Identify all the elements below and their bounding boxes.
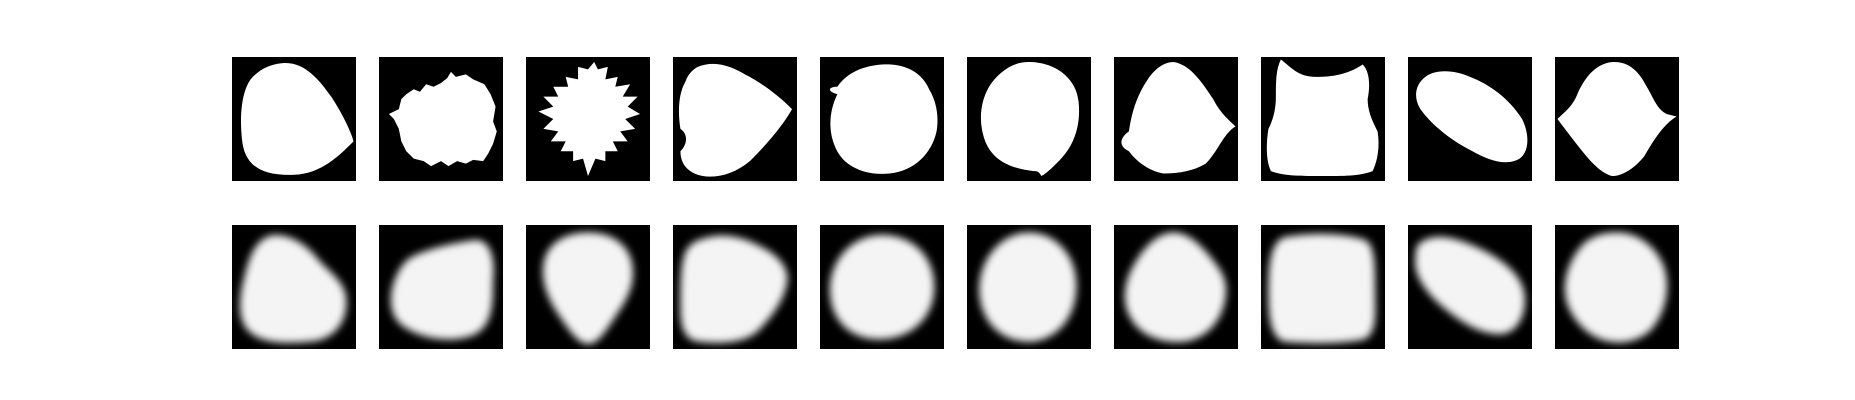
- original-shape-10: [1557, 61, 1677, 177]
- original-shape-9: [1416, 71, 1528, 163]
- reconstruction-shape-path-4: [680, 235, 788, 343]
- original-image-4: [673, 57, 797, 181]
- reconstruction-image-4: [673, 225, 797, 349]
- reconstruction-shape-path-8: [1268, 233, 1376, 344]
- reconstruction-shape-8: [1268, 233, 1376, 344]
- reconstruction-shape-path-9: [1415, 236, 1525, 335]
- original-shape-path-1: [241, 62, 354, 175]
- reconstruction-shape-path-5: [829, 234, 935, 340]
- reconstruction-shape-path-1: [240, 234, 347, 343]
- original-shape-path-10: [1557, 61, 1677, 177]
- original-image-8: [1261, 57, 1385, 181]
- original-image-10: [1555, 57, 1679, 181]
- reconstruction-shape-2: [390, 239, 494, 340]
- original-shape-path-8: [1266, 59, 1379, 177]
- original-shape-5: [829, 64, 938, 174]
- original-shape-7: [1121, 61, 1236, 174]
- reconstruction-shape-5: [829, 234, 935, 340]
- reconstruction-shape-7: [1124, 232, 1227, 343]
- reconstruction-image-10: [1555, 225, 1679, 349]
- reconstruction-shape-3: [542, 232, 634, 345]
- reconstruction-image-7: [1114, 225, 1238, 349]
- reconstruction-shape-path-3: [542, 232, 634, 345]
- reconstruction-shape-path-6: [979, 232, 1077, 342]
- original-shape-path-2: [388, 71, 497, 167]
- original-image-9: [1408, 57, 1532, 181]
- original-shape-path-6: [980, 61, 1080, 177]
- original-shape-3: [538, 61, 641, 177]
- original-shape-4: [678, 63, 793, 177]
- reconstruction-shape-path-7: [1124, 232, 1227, 343]
- reconstruction-image-5: [820, 225, 944, 349]
- reconstruction-image-8: [1261, 225, 1385, 349]
- reconstruction-shape-6: [979, 232, 1077, 342]
- reconstruction-image-9: [1408, 225, 1532, 349]
- original-shape-1: [241, 62, 354, 175]
- original-image-7: [1114, 57, 1238, 181]
- original-shape-path-3: [538, 61, 641, 177]
- original-shape-path-4: [678, 63, 793, 177]
- original-shape-6: [980, 61, 1080, 177]
- original-image-6: [967, 57, 1091, 181]
- reconstruction-image-1: [232, 225, 356, 349]
- original-image-2: [379, 57, 503, 181]
- reconstruction-image-3: [526, 225, 650, 349]
- reconstruction-shape-path-10: [1564, 232, 1668, 343]
- reconstruction-image-2: [379, 225, 503, 349]
- reconstruction-shape-1: [240, 234, 347, 343]
- original-shape-2: [388, 71, 497, 167]
- reconstruction-image-6: [967, 225, 1091, 349]
- original-image-3: [526, 57, 650, 181]
- original-shape-path-7: [1121, 61, 1236, 174]
- original-shape-path-9: [1416, 71, 1528, 163]
- reconstruction-shape-path-2: [390, 239, 494, 340]
- original-image-5: [820, 57, 944, 181]
- reconstruction-shape-4: [680, 235, 788, 343]
- reconstruction-shape-10: [1564, 232, 1668, 343]
- original-image-1: [232, 57, 356, 181]
- original-shape-8: [1266, 59, 1379, 177]
- reconstruction-shape-9: [1415, 236, 1525, 335]
- original-shape-path-5: [829, 64, 938, 174]
